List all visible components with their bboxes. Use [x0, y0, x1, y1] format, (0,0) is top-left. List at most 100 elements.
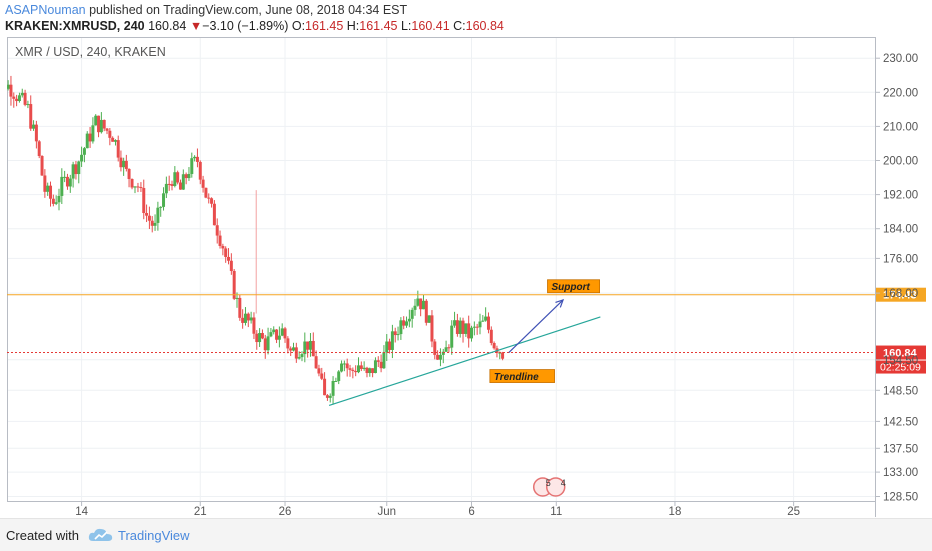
candle-body [280, 328, 284, 336]
candle-body [464, 323, 468, 334]
author-link[interactable]: ASAPNouman [5, 3, 86, 17]
x-tick-label: 11 [550, 506, 562, 517]
candle-body [204, 187, 208, 198]
candle-body [424, 300, 428, 323]
candle-body [15, 98, 19, 102]
candle-body [283, 328, 287, 339]
candle-body [119, 157, 123, 168]
candle-body [458, 320, 462, 334]
candle-body [337, 371, 341, 382]
candle-body [379, 361, 383, 369]
candle-body [441, 351, 445, 355]
candle-body [124, 160, 128, 169]
candle-body [340, 363, 344, 372]
candle-body [212, 203, 216, 226]
candle-body [258, 333, 262, 343]
y-tick-label: 184.00 [883, 224, 918, 236]
candle-body [102, 119, 106, 129]
candle-body [74, 164, 78, 175]
candle-body [317, 368, 321, 374]
candle-body [229, 260, 233, 271]
level-price-tag [876, 287, 926, 302]
y-tick-label: 192.00 [883, 190, 918, 202]
candle-body [481, 320, 485, 322]
y-tick-label: 133.00 [883, 467, 918, 479]
candle-body [354, 370, 358, 373]
candle-body [29, 104, 33, 129]
candle-body [80, 154, 84, 162]
candle-body [292, 347, 296, 351]
y-tick-label: 142.50 [883, 416, 918, 428]
candle-body [272, 329, 276, 333]
candle-body [359, 365, 363, 369]
close-value: 160.84 [465, 19, 504, 33]
candle-body [433, 341, 437, 355]
trendline [328, 316, 601, 407]
candle-body [114, 140, 117, 142]
candle-body [147, 215, 151, 221]
candle-body [289, 348, 293, 351]
event-count: 5 [546, 478, 551, 488]
chart-area[interactable]: XMR / USD, 240, KRAKEN 174.43 160.84 02:25… [0, 37, 927, 518]
candle-body [82, 148, 86, 155]
y-tick-label: 176.00 [883, 253, 918, 265]
candle-body [385, 341, 389, 353]
candle-body [501, 352, 505, 359]
candle-body [181, 174, 185, 190]
candle-body [46, 185, 50, 192]
x-tick-label: 21 [194, 506, 207, 517]
candle-body [376, 360, 380, 362]
candle-body [260, 333, 264, 339]
candle-body [447, 347, 451, 349]
candle-body [498, 352, 502, 354]
candle-body [348, 368, 352, 370]
candle-body [390, 331, 394, 350]
candle-body [486, 316, 490, 330]
countdown-tag [876, 360, 926, 374]
candle-body [105, 128, 109, 131]
candle-body [470, 327, 474, 339]
candle-body [263, 338, 267, 351]
candlestick-chart[interactable]: XMR / USD, 240, KRAKEN 174.43 160.84 02:25… [0, 37, 927, 518]
tradingview-brand[interactable]: TradingView [118, 528, 190, 543]
y-tick-label: 230.00 [883, 53, 918, 65]
candle-body [88, 133, 92, 142]
candle-body [436, 354, 440, 360]
candle-body [255, 333, 259, 343]
countdown-label: 02:25:09 [880, 362, 921, 374]
candle-body [484, 316, 488, 321]
candle-body [323, 378, 327, 396]
candle-body [34, 124, 38, 142]
candle-body [159, 206, 163, 208]
candle-body [99, 119, 103, 133]
high-label: H: [346, 19, 360, 33]
candle-body [430, 315, 434, 342]
chart-header: ASAPNouman published on TradingView.com,… [0, 0, 932, 40]
x-tick-label: Jun [377, 506, 396, 517]
candle-body [26, 104, 30, 106]
candle-body [303, 341, 307, 355]
candle-body [393, 331, 397, 336]
candle-body [419, 298, 423, 310]
ohlc-info: KRAKEN:XMRUSD, 240 160.84 ▼−3.10 (−1.89%… [5, 19, 504, 33]
last-price: 160.84 [148, 19, 187, 33]
candle-body [331, 381, 335, 396]
candle-body [388, 341, 392, 350]
candle-body [54, 202, 58, 204]
chart-title: XMR / USD, 240, KRAKEN [15, 45, 166, 59]
candle-body [32, 124, 36, 129]
candle-body [68, 178, 72, 187]
candle-body [413, 305, 417, 310]
candle-body [136, 186, 140, 188]
candle-body [416, 298, 420, 306]
candle-body [241, 317, 245, 323]
candle-body [130, 178, 134, 188]
candle-body [201, 179, 205, 188]
candle-body [97, 115, 101, 133]
last-price-label: 160.84 [883, 348, 918, 360]
candle-body [345, 363, 349, 369]
candle-body [20, 92, 24, 96]
projection-arrow-line [508, 299, 564, 353]
candle-body [207, 197, 211, 199]
open-label: O: [291, 19, 306, 33]
